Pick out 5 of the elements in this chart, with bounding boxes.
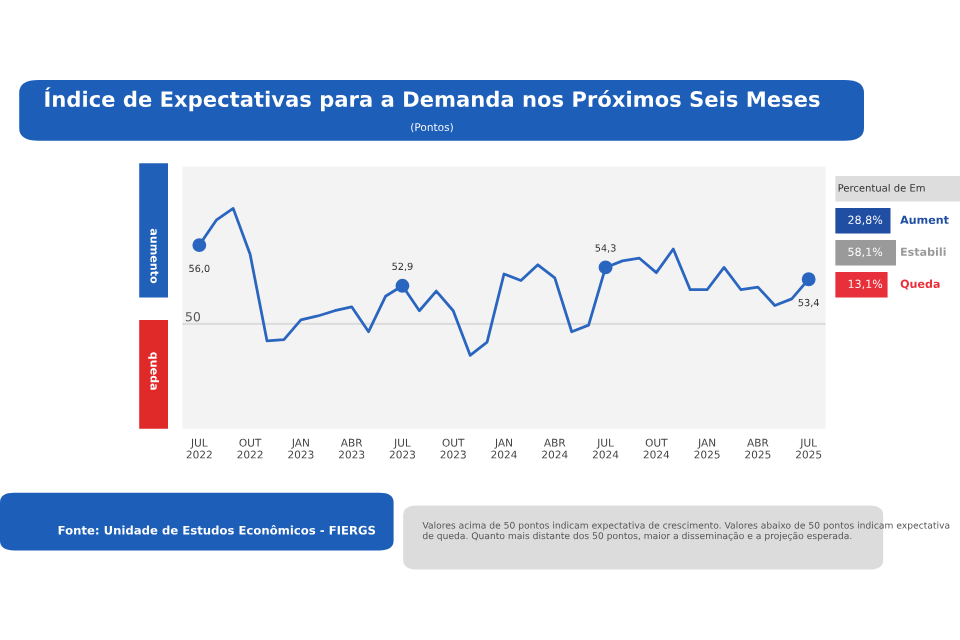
point bbox=[192, 238, 207, 253]
point bbox=[598, 260, 613, 275]
point bbox=[801, 272, 816, 287]
chart-title: Índice de Expectativas para a Demanda nos Próximos Seis Meses bbox=[45, 87, 820, 112]
point bbox=[395, 278, 410, 293]
